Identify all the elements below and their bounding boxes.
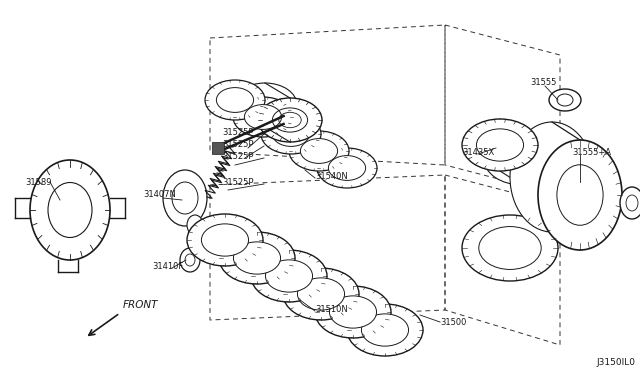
Text: 31407N: 31407N xyxy=(143,190,176,199)
Ellipse shape xyxy=(557,94,573,106)
Ellipse shape xyxy=(538,140,622,250)
Ellipse shape xyxy=(233,83,297,127)
Ellipse shape xyxy=(48,183,92,237)
Ellipse shape xyxy=(219,232,295,284)
Ellipse shape xyxy=(462,215,558,281)
Ellipse shape xyxy=(30,160,110,260)
Ellipse shape xyxy=(328,155,365,180)
Text: FRONT: FRONT xyxy=(123,300,159,310)
Ellipse shape xyxy=(244,105,282,129)
Ellipse shape xyxy=(261,114,321,154)
Bar xyxy=(212,142,224,154)
Ellipse shape xyxy=(479,227,541,269)
Ellipse shape xyxy=(233,97,293,137)
Ellipse shape xyxy=(462,119,538,171)
Text: 31540N: 31540N xyxy=(315,172,348,181)
Text: 31500: 31500 xyxy=(440,318,467,327)
Ellipse shape xyxy=(266,260,312,292)
Ellipse shape xyxy=(330,296,376,328)
Ellipse shape xyxy=(283,268,359,320)
Text: 31525P: 31525P xyxy=(222,152,253,161)
Ellipse shape xyxy=(180,248,200,272)
Ellipse shape xyxy=(289,131,349,171)
Ellipse shape xyxy=(315,286,391,338)
Text: 31555+A: 31555+A xyxy=(572,148,611,157)
Ellipse shape xyxy=(273,122,310,147)
Ellipse shape xyxy=(362,314,408,346)
Text: J3150IL0: J3150IL0 xyxy=(596,358,635,367)
Ellipse shape xyxy=(234,242,280,274)
Text: 31589: 31589 xyxy=(25,178,51,187)
Ellipse shape xyxy=(258,98,322,142)
Ellipse shape xyxy=(298,278,344,310)
Ellipse shape xyxy=(216,87,253,112)
Text: 31510N: 31510N xyxy=(315,305,348,314)
Ellipse shape xyxy=(185,254,195,266)
Ellipse shape xyxy=(476,129,524,161)
Ellipse shape xyxy=(300,139,338,163)
Ellipse shape xyxy=(347,304,423,356)
Ellipse shape xyxy=(626,195,638,211)
Ellipse shape xyxy=(202,224,248,256)
Ellipse shape xyxy=(557,165,603,225)
Ellipse shape xyxy=(187,214,263,266)
Ellipse shape xyxy=(317,148,377,188)
Text: 31555: 31555 xyxy=(530,78,556,87)
Ellipse shape xyxy=(484,133,560,185)
Ellipse shape xyxy=(163,170,207,226)
Text: 31435X: 31435X xyxy=(462,148,494,157)
Text: 31410F: 31410F xyxy=(152,262,183,271)
Text: 31525P: 31525P xyxy=(222,128,253,137)
Ellipse shape xyxy=(549,89,581,111)
Ellipse shape xyxy=(251,250,327,302)
Ellipse shape xyxy=(205,80,265,120)
Ellipse shape xyxy=(172,182,198,214)
Ellipse shape xyxy=(187,215,203,235)
Text: 31525P: 31525P xyxy=(222,178,253,187)
Ellipse shape xyxy=(620,187,640,219)
Text: 31525P: 31525P xyxy=(222,140,253,149)
Ellipse shape xyxy=(510,122,594,232)
